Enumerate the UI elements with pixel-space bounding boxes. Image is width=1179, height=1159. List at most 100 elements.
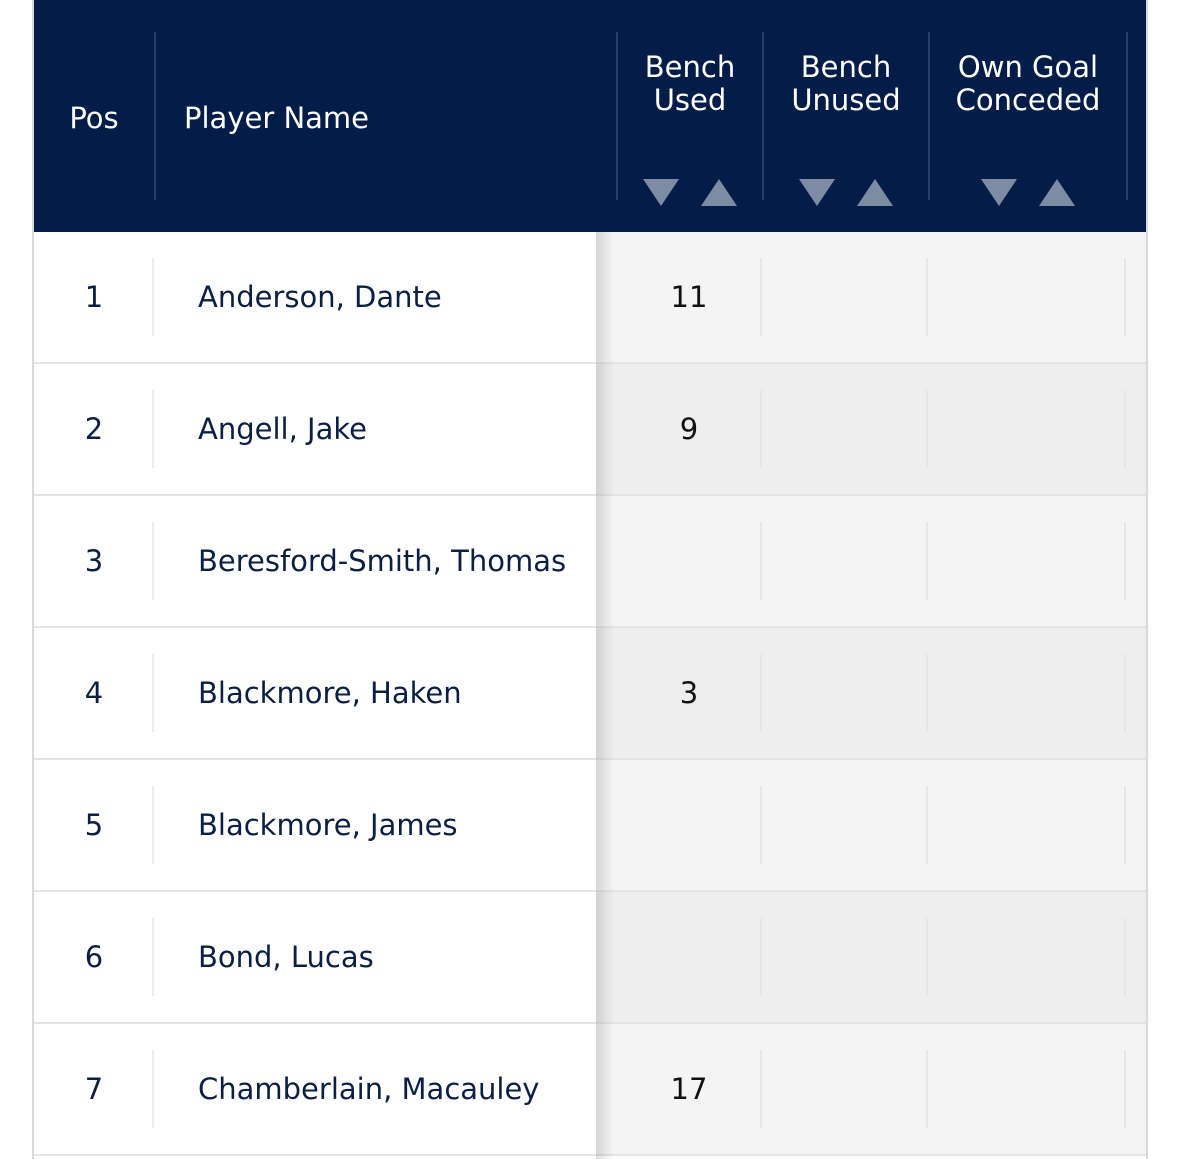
bench-unused-cell	[762, 1024, 926, 1154]
row-stats: 11	[596, 232, 1146, 362]
pos-cell: 3	[84, 544, 104, 578]
own-goal-conceded-cell	[928, 1024, 1124, 1154]
own-goal-conceded-cell	[928, 892, 1124, 1022]
cell-divider	[926, 1050, 928, 1128]
cell-divider	[1124, 786, 1126, 864]
bench-unused-cell	[762, 496, 926, 626]
bench-unused-cell	[762, 628, 926, 758]
pos-cell: 1	[84, 280, 104, 314]
cell-divider	[1124, 258, 1126, 336]
cell-divider	[152, 654, 154, 732]
bench-used-cell	[618, 892, 760, 1022]
sort-descending-icon[interactable]	[799, 179, 835, 206]
bench-unused-cell	[762, 892, 926, 1022]
column-header-bench-used[interactable]: Bench Used	[618, 0, 762, 232]
row-stats: 9	[596, 364, 1146, 494]
column-label-player-name: Player Name	[184, 101, 370, 135]
column-header-pos: Pos	[34, 0, 154, 232]
header-divider	[1126, 32, 1128, 200]
sort-controls	[764, 179, 928, 206]
sort-descending-icon[interactable]	[981, 179, 1017, 206]
cell-divider	[760, 258, 762, 336]
bench-used-cell	[618, 760, 760, 890]
player-name-cell[interactable]: Blackmore, Haken	[198, 676, 462, 710]
sort-controls	[618, 179, 762, 206]
own-goal-conceded-cell	[928, 628, 1124, 758]
table-header: Pos Player Name Bench Used Bench Unused	[34, 0, 1146, 232]
pos-cell: 5	[84, 808, 104, 842]
bench-used-cell	[618, 496, 760, 626]
cell-divider	[1124, 918, 1126, 996]
column-label-bench-unused: Bench Unused	[791, 50, 901, 117]
cell-divider	[760, 918, 762, 996]
sort-descending-icon[interactable]	[643, 179, 679, 206]
cell-divider	[926, 522, 928, 600]
player-name-cell[interactable]: Blackmore, James	[198, 808, 458, 842]
header-divider	[928, 32, 930, 200]
row-stats	[596, 892, 1146, 1022]
own-goal-conceded-cell	[928, 496, 1124, 626]
cell-divider	[760, 390, 762, 468]
pos-cell: 4	[84, 676, 104, 710]
own-goal-conceded-cell	[928, 760, 1124, 890]
cell-divider	[926, 654, 928, 732]
row-stats: 17	[596, 1024, 1146, 1154]
cell-divider	[1124, 1050, 1126, 1128]
pos-cell: 7	[84, 1072, 104, 1106]
player-name-cell[interactable]: Anderson, Dante	[198, 280, 442, 314]
cell-divider	[1124, 654, 1126, 732]
cell-divider	[760, 654, 762, 732]
column-label-own-goal-conceded: Own Goal Conceded	[955, 50, 1101, 117]
header-divider	[154, 32, 156, 200]
row-identity: 3 Beresford-Smith, Thomas	[34, 496, 596, 626]
player-name-cell[interactable]: Angell, Jake	[198, 412, 367, 446]
cell-divider	[1124, 522, 1126, 600]
pos-cell: 6	[84, 940, 104, 974]
row-stats: 3	[596, 628, 1146, 758]
row-stats	[596, 760, 1146, 890]
column-label-bench-used: Bench Used	[644, 50, 736, 117]
row-identity: 6 Bond, Lucas	[34, 892, 596, 1022]
bench-used-cell: 17	[670, 1072, 708, 1106]
column-header-own-goal-conceded[interactable]: Own Goal Conceded	[930, 0, 1126, 232]
sort-ascending-icon[interactable]	[857, 179, 893, 206]
cell-divider	[926, 918, 928, 996]
row-identity: 7 Chamberlain, Macauley	[34, 1024, 596, 1154]
column-label-pos: Pos	[69, 101, 119, 135]
cell-divider	[926, 390, 928, 468]
row-stats	[596, 496, 1146, 626]
player-name-cell[interactable]: Bond, Lucas	[198, 940, 374, 974]
sort-ascending-icon[interactable]	[1039, 179, 1075, 206]
table-row[interactable]: 1 Anderson, Dante 11	[34, 232, 1146, 364]
cell-divider	[1124, 390, 1126, 468]
bench-used-cell: 9	[679, 412, 699, 446]
row-identity: 4 Blackmore, Haken	[34, 628, 596, 758]
sort-ascending-icon[interactable]	[701, 179, 737, 206]
player-name-cell[interactable]: Beresford-Smith, Thomas	[198, 544, 567, 578]
cell-divider	[152, 786, 154, 864]
table-row[interactable]: 2 Angell, Jake 9	[34, 364, 1146, 496]
row-identity: 5 Blackmore, James	[34, 760, 596, 890]
player-stats-table: Pos Player Name Bench Used Bench Unused	[32, 0, 1148, 1159]
column-header-bench-unused[interactable]: Bench Unused	[764, 0, 928, 232]
sort-controls	[930, 179, 1126, 206]
table-row[interactable]: 5 Blackmore, James	[34, 760, 1146, 892]
player-name-cell[interactable]: Chamberlain, Macauley	[198, 1072, 540, 1106]
header-divider	[616, 32, 618, 200]
cell-divider	[152, 258, 154, 336]
bench-used-cell: 11	[670, 280, 708, 314]
table-row[interactable]: 4 Blackmore, Haken 3	[34, 628, 1146, 760]
own-goal-conceded-cell	[928, 364, 1124, 494]
cell-divider	[152, 1050, 154, 1128]
table-row[interactable]: 3 Beresford-Smith, Thomas	[34, 496, 1146, 628]
cell-divider	[760, 1050, 762, 1128]
column-header-player-name: Player Name	[156, 0, 616, 232]
table-row[interactable]: 7 Chamberlain, Macauley 17	[34, 1024, 1146, 1156]
table-row[interactable]: 6 Bond, Lucas	[34, 892, 1146, 1024]
bench-unused-cell	[762, 364, 926, 494]
row-identity: 1 Anderson, Dante	[34, 232, 596, 362]
bench-unused-cell	[762, 232, 926, 362]
cell-divider	[926, 258, 928, 336]
bench-used-cell: 3	[679, 676, 699, 710]
cell-divider	[152, 522, 154, 600]
